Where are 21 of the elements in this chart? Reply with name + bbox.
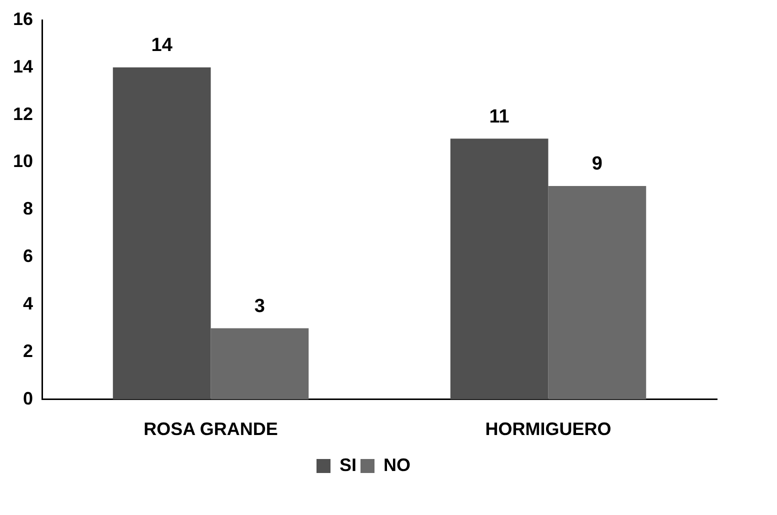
x-tick-label: ROSA GRANDE — [144, 419, 278, 440]
y-tick-label: 2 — [23, 340, 34, 361]
data-label: 3 — [254, 296, 265, 317]
data-label: 11 — [489, 106, 510, 128]
y-tick-label: 16 — [12, 8, 34, 29]
y-tick-label: 8 — [23, 198, 34, 219]
data-label: 14 — [151, 35, 173, 56]
data-label: 9 — [592, 154, 602, 175]
y-tick-label: 6 — [23, 246, 34, 266]
y-tick-label: 4 — [23, 294, 34, 314]
bar — [210, 328, 309, 400]
y-tick-label: 0 — [23, 388, 34, 408]
bar — [450, 138, 548, 400]
legend-label: SI — [339, 454, 357, 475]
y-tick-label: 10 — [12, 151, 34, 172]
bar — [112, 67, 211, 400]
bar — [548, 186, 646, 400]
x-tick-label: HORMIGUERO — [485, 419, 612, 440]
legend-label: NO — [384, 454, 411, 475]
y-tick-label: 14 — [12, 56, 34, 76]
y-tick-label: 12 — [12, 104, 34, 124]
